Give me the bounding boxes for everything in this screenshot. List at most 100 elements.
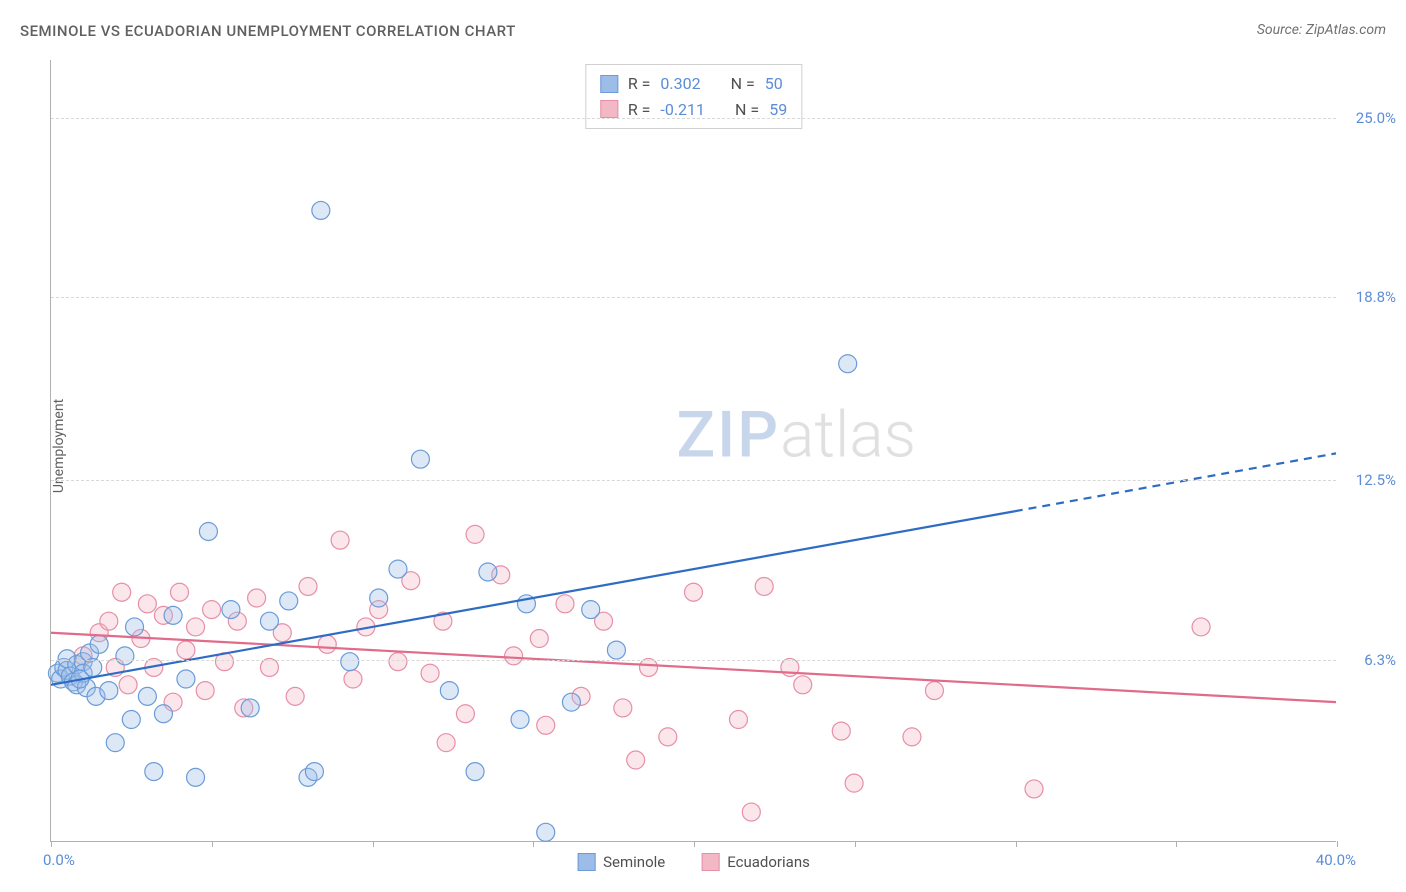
grid-line xyxy=(51,118,1336,119)
data-point xyxy=(119,676,137,694)
r-label: R = xyxy=(628,71,651,97)
data-point xyxy=(627,751,645,769)
data-point xyxy=(755,577,773,595)
data-point xyxy=(122,711,140,729)
data-point xyxy=(794,676,812,694)
data-point xyxy=(203,601,221,619)
x-tick xyxy=(533,841,534,847)
data-point xyxy=(537,823,555,841)
data-point xyxy=(145,763,163,781)
chart-container: SEMINOLE VS ECUADORIAN UNEMPLOYMENT CORR… xyxy=(0,0,1406,892)
x-tick xyxy=(212,841,213,847)
y-tick-label: 25.0% xyxy=(1356,109,1396,127)
data-point xyxy=(100,612,118,630)
x-tick xyxy=(373,841,374,847)
plot-area: ZIPatlas R = 0.302 N = 50 R = -0.211 N =… xyxy=(50,60,1336,842)
data-point xyxy=(299,577,317,595)
data-point xyxy=(177,670,195,688)
x-axis-max-label: 40.0% xyxy=(1316,851,1356,869)
x-tick xyxy=(694,841,695,847)
data-point xyxy=(318,635,336,653)
source-attribution: Source: ZipAtlas.com xyxy=(1257,22,1386,38)
data-point xyxy=(562,693,580,711)
data-point xyxy=(100,682,118,700)
data-point xyxy=(511,711,529,729)
data-point xyxy=(437,734,455,752)
x-tick xyxy=(1337,841,1338,847)
x-tick xyxy=(51,841,52,847)
data-point xyxy=(138,595,156,613)
data-point xyxy=(505,647,523,665)
r-value-seminole: 0.302 xyxy=(660,71,700,97)
n-label: N = xyxy=(731,71,755,97)
data-point xyxy=(312,201,330,219)
data-point xyxy=(925,682,943,700)
data-point xyxy=(456,705,474,723)
data-point xyxy=(903,728,921,746)
data-point xyxy=(742,803,760,821)
data-point xyxy=(126,618,144,636)
grid-line xyxy=(51,297,1336,298)
x-tick xyxy=(1016,841,1017,847)
data-point xyxy=(171,583,189,601)
legend-item-seminole: Seminole xyxy=(577,853,665,871)
data-point xyxy=(260,612,278,630)
data-point xyxy=(241,699,259,717)
data-point xyxy=(154,705,172,723)
data-point xyxy=(1192,618,1210,636)
data-point xyxy=(607,641,625,659)
grid-line xyxy=(51,660,1336,661)
data-point xyxy=(839,355,857,373)
data-point xyxy=(164,606,182,624)
data-point xyxy=(187,618,205,636)
data-point xyxy=(187,768,205,786)
data-point xyxy=(248,589,266,607)
data-point xyxy=(537,716,555,734)
data-point xyxy=(411,450,429,468)
data-point xyxy=(582,601,600,619)
correlation-legend: R = 0.302 N = 50 R = -0.211 N = 59 xyxy=(585,64,802,129)
data-point xyxy=(659,728,677,746)
n-value-seminole: 50 xyxy=(765,71,783,97)
data-point xyxy=(614,699,632,717)
chart-title: SEMINOLE VS ECUADORIAN UNEMPLOYMENT CORR… xyxy=(20,22,516,40)
data-point xyxy=(138,687,156,705)
legend-item-ecuadorians: Ecuadorians xyxy=(701,853,810,871)
data-point xyxy=(260,658,278,676)
data-point xyxy=(530,630,548,648)
data-point xyxy=(177,641,195,659)
legend-swatch-icon xyxy=(701,853,719,871)
data-point xyxy=(116,647,134,665)
x-tick xyxy=(855,841,856,847)
y-tick-label: 18.8% xyxy=(1356,288,1396,306)
legend-swatch-icon xyxy=(577,853,595,871)
data-point xyxy=(685,583,703,601)
legend-swatch-seminole xyxy=(600,75,618,93)
data-point xyxy=(389,560,407,578)
trend-line-ecuadorians xyxy=(51,633,1336,702)
data-point xyxy=(305,763,323,781)
data-point xyxy=(466,763,484,781)
data-point xyxy=(106,734,124,752)
data-point xyxy=(286,687,304,705)
data-point xyxy=(344,670,362,688)
data-point xyxy=(280,592,298,610)
plot-svg xyxy=(51,60,1336,841)
data-point xyxy=(421,664,439,682)
legend-label: Ecuadorians xyxy=(727,853,810,871)
data-point xyxy=(440,682,458,700)
data-point xyxy=(479,563,497,581)
grid-line xyxy=(51,480,1336,481)
y-tick-label: 12.5% xyxy=(1356,471,1396,489)
data-point xyxy=(199,523,217,541)
data-point xyxy=(370,589,388,607)
data-point xyxy=(832,722,850,740)
legend-label: Seminole xyxy=(603,853,665,871)
data-point xyxy=(640,658,658,676)
data-point xyxy=(331,531,349,549)
data-point xyxy=(90,635,108,653)
legend-row-seminole: R = 0.302 N = 50 xyxy=(600,71,787,97)
data-point xyxy=(222,601,240,619)
legend-swatch-ecuadorians xyxy=(600,100,618,118)
data-point xyxy=(341,653,359,671)
